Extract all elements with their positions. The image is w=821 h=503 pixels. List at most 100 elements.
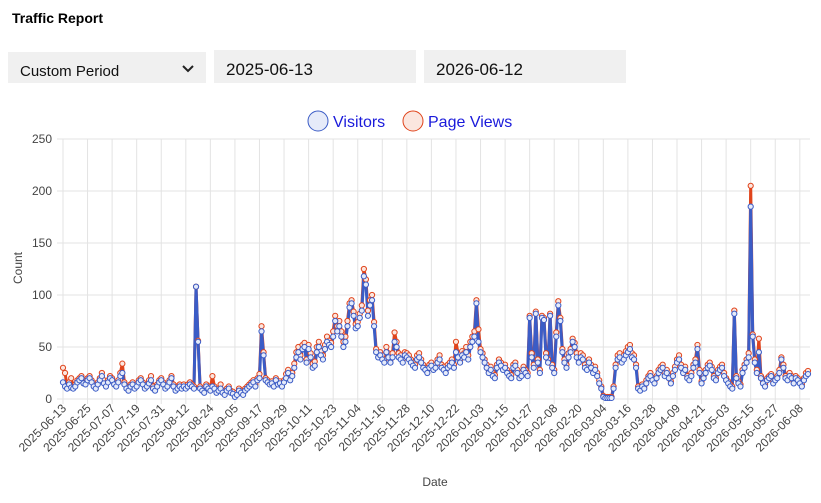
data-point bbox=[508, 375, 515, 382]
data-point bbox=[753, 369, 760, 377]
data-point bbox=[501, 364, 509, 371]
data-point bbox=[739, 369, 746, 377]
data-point bbox=[366, 302, 374, 309]
data-point bbox=[469, 338, 476, 345]
data-point bbox=[585, 359, 593, 366]
data-point bbox=[551, 369, 558, 377]
data-point bbox=[700, 375, 707, 382]
data-point bbox=[780, 364, 787, 371]
chevron bbox=[182, 65, 194, 73]
data-point bbox=[745, 354, 752, 361]
data-point bbox=[741, 364, 748, 371]
data-point bbox=[147, 377, 155, 384]
data-point bbox=[667, 380, 674, 387]
y-tick-label: 200 bbox=[32, 184, 52, 198]
data-point bbox=[307, 354, 314, 361]
data-point bbox=[594, 373, 601, 380]
data-point bbox=[209, 373, 216, 380]
data-point bbox=[119, 360, 126, 367]
data-point bbox=[475, 326, 482, 333]
period-select[interactable]: Custom Period bbox=[8, 52, 206, 83]
data-point bbox=[368, 291, 376, 299]
data-point bbox=[411, 364, 419, 371]
data-point bbox=[774, 375, 781, 382]
data-point bbox=[450, 364, 458, 371]
data-point bbox=[291, 364, 298, 371]
data-point bbox=[757, 375, 765, 382]
data-point bbox=[119, 369, 126, 377]
data-point bbox=[698, 380, 705, 387]
data-point bbox=[567, 349, 574, 356]
data-point bbox=[532, 310, 539, 317]
data-point bbox=[612, 364, 619, 371]
data-point bbox=[78, 375, 85, 382]
data-point bbox=[737, 383, 744, 390]
data-point bbox=[344, 323, 351, 330]
legend-marker bbox=[307, 110, 329, 132]
data-point bbox=[358, 307, 365, 314]
data-point bbox=[626, 345, 634, 353]
data-point bbox=[643, 380, 650, 387]
data-point bbox=[387, 359, 394, 366]
data-point bbox=[456, 359, 464, 366]
data-point bbox=[360, 273, 367, 280]
y-tick-label: 250 bbox=[32, 132, 52, 146]
data-point bbox=[534, 359, 541, 366]
data-point bbox=[514, 369, 521, 377]
y-tick-label: 0 bbox=[45, 392, 52, 406]
data-point bbox=[383, 349, 390, 356]
data-point bbox=[671, 366, 679, 373]
data-point bbox=[416, 354, 423, 361]
data-point bbox=[565, 354, 572, 361]
data-point bbox=[675, 356, 683, 363]
data-point bbox=[442, 369, 449, 377]
data-point bbox=[557, 317, 564, 325]
data-point bbox=[798, 383, 805, 390]
data-point bbox=[747, 203, 754, 210]
data-point bbox=[328, 343, 335, 351]
data-point bbox=[436, 356, 443, 363]
data-point bbox=[776, 369, 783, 377]
data-point bbox=[559, 349, 566, 356]
data-point bbox=[540, 316, 548, 324]
data-point bbox=[528, 354, 535, 361]
y-tick-label: 50 bbox=[39, 340, 53, 354]
data-point bbox=[747, 182, 754, 189]
start-date-input[interactable]: 2025-06-13 bbox=[214, 50, 416, 83]
data-point bbox=[381, 359, 388, 366]
data-point bbox=[467, 343, 474, 351]
data-point bbox=[192, 283, 200, 290]
data-point bbox=[418, 359, 425, 366]
data-point bbox=[348, 300, 355, 307]
data-point bbox=[530, 364, 537, 371]
data-point bbox=[518, 373, 525, 380]
data-point bbox=[115, 379, 122, 386]
data-point bbox=[373, 349, 380, 356]
data-point bbox=[569, 338, 576, 345]
data-point bbox=[749, 333, 756, 340]
data-point bbox=[338, 333, 345, 340]
chart: Date Count 0501001502002502025-06-132025… bbox=[11, 110, 812, 489]
data-point bbox=[330, 333, 337, 340]
data-point bbox=[475, 338, 482, 345]
legend-label: Visitors bbox=[333, 114, 385, 131]
y-tick-label: 150 bbox=[32, 236, 52, 250]
data-point bbox=[260, 352, 267, 359]
data-point bbox=[653, 375, 660, 382]
data-point bbox=[391, 329, 398, 336]
data-point bbox=[598, 385, 605, 392]
data-point bbox=[252, 383, 259, 390]
data-point bbox=[575, 359, 582, 366]
data-point bbox=[729, 385, 736, 392]
data-point bbox=[481, 359, 488, 366]
data-point bbox=[790, 380, 797, 387]
data-point bbox=[536, 369, 543, 377]
data-point bbox=[596, 380, 603, 387]
data-point bbox=[194, 338, 202, 345]
end-date-input[interactable]: 2026-06-12 bbox=[424, 50, 626, 83]
data-point bbox=[471, 333, 478, 340]
data-point bbox=[630, 356, 638, 363]
data-point bbox=[659, 364, 666, 371]
data-point bbox=[463, 349, 470, 356]
